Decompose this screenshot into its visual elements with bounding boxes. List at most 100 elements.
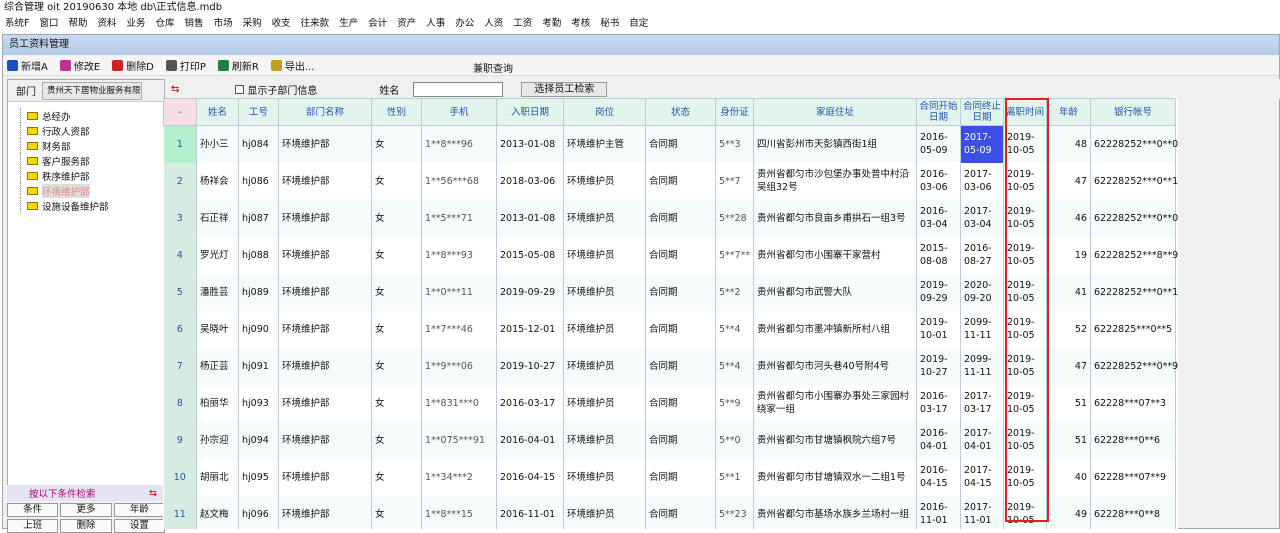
add-button[interactable]: 新增A [7, 58, 48, 73]
employee-search-button[interactable]: 选择员工检索 [521, 81, 608, 97]
condition-button[interactable]: 上班 [7, 519, 59, 533]
cell-15: 62228***07**3 [1090, 384, 1176, 422]
menu-item[interactable]: 往来款 [300, 18, 330, 29]
condition-button[interactable]: 设置 [113, 519, 165, 533]
menu-item[interactable]: 资产 [397, 18, 417, 29]
menu-item[interactable]: 销售 [184, 18, 204, 29]
cell-7: 环境维护员 [563, 273, 646, 311]
tree-item[interactable]: 环境维护部 [20, 183, 164, 198]
cell-8: 合同期 [645, 273, 716, 311]
menu-item[interactable]: 帮助 [68, 18, 88, 29]
tree-item[interactable]: 客户服务部 [20, 153, 164, 168]
column-header[interactable]: 性别 [371, 98, 422, 126]
table-row[interactable]: 3 石正祥 hj087 环境维护部女 1**5***71 2013-01-08 环境维护员合… [163, 199, 1178, 237]
menu-item[interactable]: 仓库 [155, 18, 175, 29]
menu-item[interactable]: 秘书 [600, 18, 620, 29]
table-row[interactable]: 11 赵文梅 hj096 环境维护部女 1**8***15 2016-11-01 环境维护员… [163, 495, 1176, 529]
cell-2: hj088 [238, 236, 279, 274]
show-subdept-checkbox[interactable]: 显示子部门信息 [235, 82, 317, 97]
menu-item[interactable]: 采购 [242, 18, 262, 29]
table-row[interactable]: 2 杨祥会 hj086 环境维护部女 1**56***68 2018-03-06 环境维护员… [163, 162, 1178, 200]
menu-item[interactable]: 考勤 [542, 18, 562, 29]
cell-6: 2015-12-01 [496, 310, 564, 348]
menu-item[interactable]: 自定 [629, 18, 649, 29]
column-header[interactable]: 手机 [421, 98, 497, 126]
column-header[interactable]: 部门名称 [278, 98, 372, 126]
refresh-button[interactable]: 刷新R [217, 58, 259, 73]
cell-2: hj094 [238, 421, 279, 459]
column-header[interactable]: 状态 [645, 98, 716, 126]
cell-15: 62228***0**6 [1090, 421, 1176, 459]
leave-date-highlight-box [1005, 98, 1049, 522]
delete-button[interactable]: 删除D [112, 58, 154, 73]
column-header[interactable]: 姓名 [196, 98, 239, 126]
menu-item[interactable]: 考核 [571, 18, 591, 29]
menu-item[interactable]: 办公 [455, 18, 475, 29]
cell-6: 2019-10-27 [496, 347, 564, 385]
column-header[interactable]: 身份证 [715, 98, 754, 126]
tree-item-label: 总经办 [42, 111, 71, 123]
table-row[interactable]: 9 孙宗迎 hj094 环境维护部女 1**075***91 2016-04-01 环境维护… [163, 421, 1176, 459]
menu-item[interactable]: 会计 [368, 18, 388, 29]
column-header[interactable]: 银行帐号 [1090, 98, 1176, 126]
department-select[interactable]: 贵州天下居物业服务有限公司 [42, 81, 142, 100]
cell-9: 5**7 [715, 162, 754, 200]
menu-item[interactable]: 市场 [213, 18, 233, 29]
column-header[interactable]: 岗位 [563, 98, 646, 126]
tree-item[interactable]: 行政人资部 [20, 123, 164, 138]
swap-icon[interactable]: ⇆ [171, 83, 180, 95]
table-row[interactable]: 8 柏丽华 hj093 环境维护部女 1**831***0 2016-03-17 环境维护员… [163, 384, 1176, 422]
cell-0: 5 [163, 273, 197, 311]
edit-button[interactable]: 修改E [59, 58, 100, 73]
name-search-input[interactable] [413, 81, 504, 97]
cell-7: 环境维护主管 [563, 125, 646, 163]
column-header[interactable]: - [163, 98, 197, 126]
menu-item[interactable]: 资料 [97, 18, 117, 29]
cell-1: 胡丽北 [196, 458, 239, 496]
cell-9: 5**4 [715, 310, 754, 348]
column-header[interactable]: 离职时间 [1003, 98, 1047, 126]
table-row[interactable]: 7 杨正芸 hj091 环境维护部女 1**9***06 2019-10-27 环境维护员合… [163, 347, 1178, 385]
column-header[interactable]: 年龄 [1046, 98, 1091, 126]
column-header[interactable]: 合同开始日期 [916, 98, 961, 126]
table-row[interactable]: 6 吴晓叶 hj090 环境维护部女 1**7***46 2015-12-01 环境维护员合… [163, 310, 1176, 348]
table-row[interactable]: 4 罗光灯 hj088 环境维护部女 1**8***93 2015-05-08 环境维护员合… [163, 236, 1178, 274]
menu-item[interactable]: 窗口 [39, 18, 59, 29]
condition-button[interactable]: 删除 [60, 519, 112, 533]
column-header[interactable]: 家庭住址 [753, 98, 917, 126]
menu-item[interactable]: 业务 [126, 18, 146, 29]
condition-button[interactable]: 年龄 [113, 503, 165, 517]
cell-6: 2013-01-08 [496, 199, 564, 237]
swap-icon[interactable]: ⇆ [149, 487, 157, 499]
tree-item[interactable]: 财务部 [20, 138, 164, 153]
department-panel: 部门 贵州天下居物业服务有限公司 总经办行政人资部财务部客户服务部秩序维护部环境… [7, 79, 165, 530]
print-button[interactable]: 打印P [165, 58, 206, 73]
cell-12: 2020-09-20 [960, 273, 1004, 311]
menu-item[interactable]: 系统F [5, 18, 30, 29]
tree-item[interactable]: 秩序维护部 [20, 168, 164, 183]
folder-icon [27, 111, 38, 120]
refresh-icon [217, 60, 229, 71]
table-row[interactable]: 5 潘胜芸 hj089 环境维护部女 1**0***11 2019-09-29 环境维护员合… [163, 273, 1178, 311]
menu-bar: 系统F 窗口 帮助 资料 业务 仓库 销售 市场 采购 收支 往来款 生产 会计 资产 人事 办公 人资 工资 考勤… [0, 16, 1280, 32]
cell-11: 2016-03-06 [916, 162, 961, 200]
table-row[interactable]: 10 胡丽北 hj095 环境维护部女 1**34***2 2016-04-15 环境维护员… [163, 458, 1176, 496]
menu-item[interactable]: 收支 [271, 18, 291, 29]
cell-1: 孙小三 [196, 125, 239, 163]
table-row[interactable]: 1 孙小三 hj084 环境维护部女 1**8***96 2013-01-08 环境维护主管… [163, 125, 1178, 163]
menu-item[interactable]: 人事 [426, 18, 446, 29]
column-header[interactable]: 合同终止日期 [960, 98, 1004, 126]
cell-12: 2016-08-27 [960, 236, 1004, 274]
column-header[interactable]: 工号 [238, 98, 279, 126]
menu-item[interactable]: 工资 [513, 18, 533, 29]
condition-button[interactable]: 条件 [7, 503, 59, 517]
menu-item[interactable]: 生产 [339, 18, 359, 29]
export-button[interactable]: 导出... [270, 58, 314, 73]
tree-item[interactable]: 总经办 [20, 108, 164, 123]
cell-1: 赵文梅 [196, 495, 239, 529]
menu-item[interactable]: 人资 [484, 18, 504, 29]
tree-item[interactable]: 设施设备维护部 [20, 198, 164, 213]
condition-button[interactable]: 更多 [60, 503, 112, 517]
part-time-query-button[interactable]: 兼职查询 [473, 64, 513, 75]
column-header[interactable]: 入职日期 [496, 98, 564, 126]
